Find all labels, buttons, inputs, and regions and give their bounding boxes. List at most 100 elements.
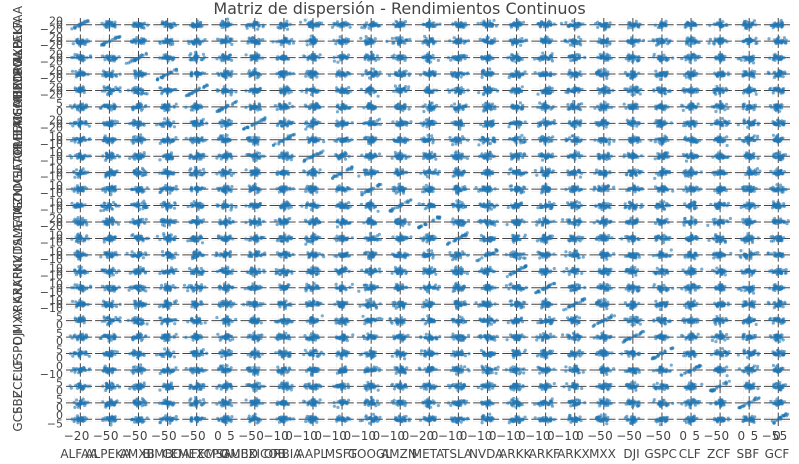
scatter-panel-BIMBOA-vs-GSPC bbox=[647, 67, 674, 81]
scatter-point bbox=[722, 58, 726, 62]
scatter-point bbox=[717, 40, 721, 44]
scatter-point bbox=[551, 89, 555, 93]
scatter-point bbox=[747, 57, 752, 61]
scatter-point bbox=[663, 88, 667, 92]
scatter-panel-CEMEXCPO-vs-TSLA bbox=[444, 83, 471, 98]
scatter-panel-BIMBOA-vs-GMEXICOB bbox=[240, 67, 267, 81]
scatter-point bbox=[299, 20, 303, 24]
scatter-panel-ALFAA-vs-TSLA bbox=[444, 18, 471, 32]
scatter-point bbox=[160, 21, 165, 25]
scatter-point bbox=[605, 44, 609, 48]
scatter-panel-ALPEKA-vs-MSFT bbox=[327, 34, 354, 48]
scatter-point bbox=[598, 73, 602, 77]
scatter-point bbox=[161, 106, 165, 110]
scatter-point bbox=[666, 42, 670, 46]
scatter-point bbox=[203, 38, 207, 42]
scatter-point bbox=[105, 40, 109, 44]
scatter-panel-ALPEKA-vs-MXX bbox=[589, 34, 616, 48]
scatter-point bbox=[549, 23, 553, 27]
scatter-panel-BIMBOA-vs-ORBIA bbox=[269, 67, 296, 81]
scatter-point bbox=[464, 54, 468, 58]
scatter-point bbox=[316, 24, 320, 28]
scatter-point bbox=[657, 57, 662, 61]
scatter-point bbox=[339, 55, 343, 59]
scatter-point bbox=[611, 88, 615, 93]
scatter-panel-ALFAA-vs-MSFT bbox=[327, 18, 354, 32]
scatter-point bbox=[480, 75, 484, 79]
scatter-point bbox=[167, 102, 171, 106]
scatter-point bbox=[542, 25, 546, 29]
scatter-point bbox=[364, 35, 368, 39]
scatter-point bbox=[372, 22, 376, 27]
scatter-point bbox=[457, 58, 461, 62]
scatter-point bbox=[110, 71, 114, 75]
scatter-panel-ALPEKA-vs-TSLA bbox=[444, 34, 471, 48]
scatter-point bbox=[365, 21, 369, 25]
scatter-point bbox=[599, 24, 603, 28]
scatter-point bbox=[226, 103, 230, 107]
scatter-panel-ALPEKA-vs-AMZN bbox=[385, 34, 412, 48]
scatter-point bbox=[192, 105, 196, 110]
scatter-panel-ALFAA-vs-CLF bbox=[676, 18, 703, 32]
scatter-point bbox=[310, 41, 314, 45]
scatter-point bbox=[456, 73, 460, 77]
scatter-point bbox=[569, 59, 573, 63]
scatter-point bbox=[100, 54, 104, 58]
scatter-point bbox=[174, 88, 178, 92]
scatter-point bbox=[680, 57, 684, 61]
scatter-point bbox=[773, 88, 777, 92]
scatter-point bbox=[359, 36, 363, 40]
scatter-point bbox=[752, 75, 756, 79]
scatter-point bbox=[304, 74, 308, 78]
scatter-point bbox=[741, 91, 746, 95]
scatter-point bbox=[697, 40, 701, 45]
scatter-point bbox=[258, 87, 262, 91]
scatter-point bbox=[291, 72, 295, 76]
scatter-point bbox=[489, 88, 493, 92]
scatter-point bbox=[552, 22, 556, 26]
scatter-point bbox=[159, 86, 163, 90]
scatter-point bbox=[713, 37, 717, 41]
scatter-point bbox=[282, 90, 286, 94]
scatter-point bbox=[604, 74, 609, 78]
scatter-panel-AMXB-vs-CEMEXCPO bbox=[182, 50, 209, 65]
scatter-panel-CEMEXCPO-vs-BIMBOA bbox=[153, 83, 180, 98]
scatter-panel-ALPEKA-vs-META bbox=[414, 34, 442, 48]
scatter-point bbox=[139, 73, 144, 77]
scatter-point bbox=[426, 21, 430, 25]
scatter-point bbox=[725, 40, 729, 44]
scatter-panel-BIMBOA-vs-ALPEKA bbox=[95, 67, 122, 81]
scatter-panel-AMXB-vs-GCF bbox=[763, 50, 790, 65]
scatter-point bbox=[369, 50, 373, 54]
scatter-point bbox=[755, 41, 759, 45]
scatter-point bbox=[338, 35, 342, 39]
scatter-point bbox=[107, 58, 111, 62]
scatter-panel-ALFAA-vs-MXX bbox=[589, 18, 616, 32]
scatter-point bbox=[583, 55, 587, 60]
scatter-point bbox=[111, 57, 115, 62]
scatter-point bbox=[309, 87, 313, 91]
scatter-point bbox=[102, 85, 106, 89]
scatter-point bbox=[110, 75, 114, 79]
scatter-point bbox=[634, 19, 638, 23]
scatter-point bbox=[637, 58, 641, 63]
scatter-panel-AMXB-vs-AMZN bbox=[385, 50, 412, 65]
scatter-point bbox=[633, 39, 637, 43]
scatter-point bbox=[685, 42, 689, 46]
scatter-point bbox=[344, 41, 348, 46]
scatter-point bbox=[277, 26, 281, 30]
scatter-point bbox=[279, 22, 283, 26]
scatter-point bbox=[747, 85, 751, 89]
scatter-point bbox=[630, 26, 634, 30]
scatter-point bbox=[281, 55, 285, 59]
scatter-point bbox=[719, 37, 723, 41]
scatter-point bbox=[186, 93, 190, 97]
scatter-point bbox=[133, 22, 137, 26]
scatter-point bbox=[107, 19, 111, 23]
scatter-point bbox=[332, 38, 336, 43]
scatter-point bbox=[465, 72, 469, 76]
scatter-panel-ALPEKA-vs-ALPEKA bbox=[95, 34, 122, 48]
scatter-point bbox=[205, 83, 209, 88]
scatter-point bbox=[548, 72, 552, 76]
